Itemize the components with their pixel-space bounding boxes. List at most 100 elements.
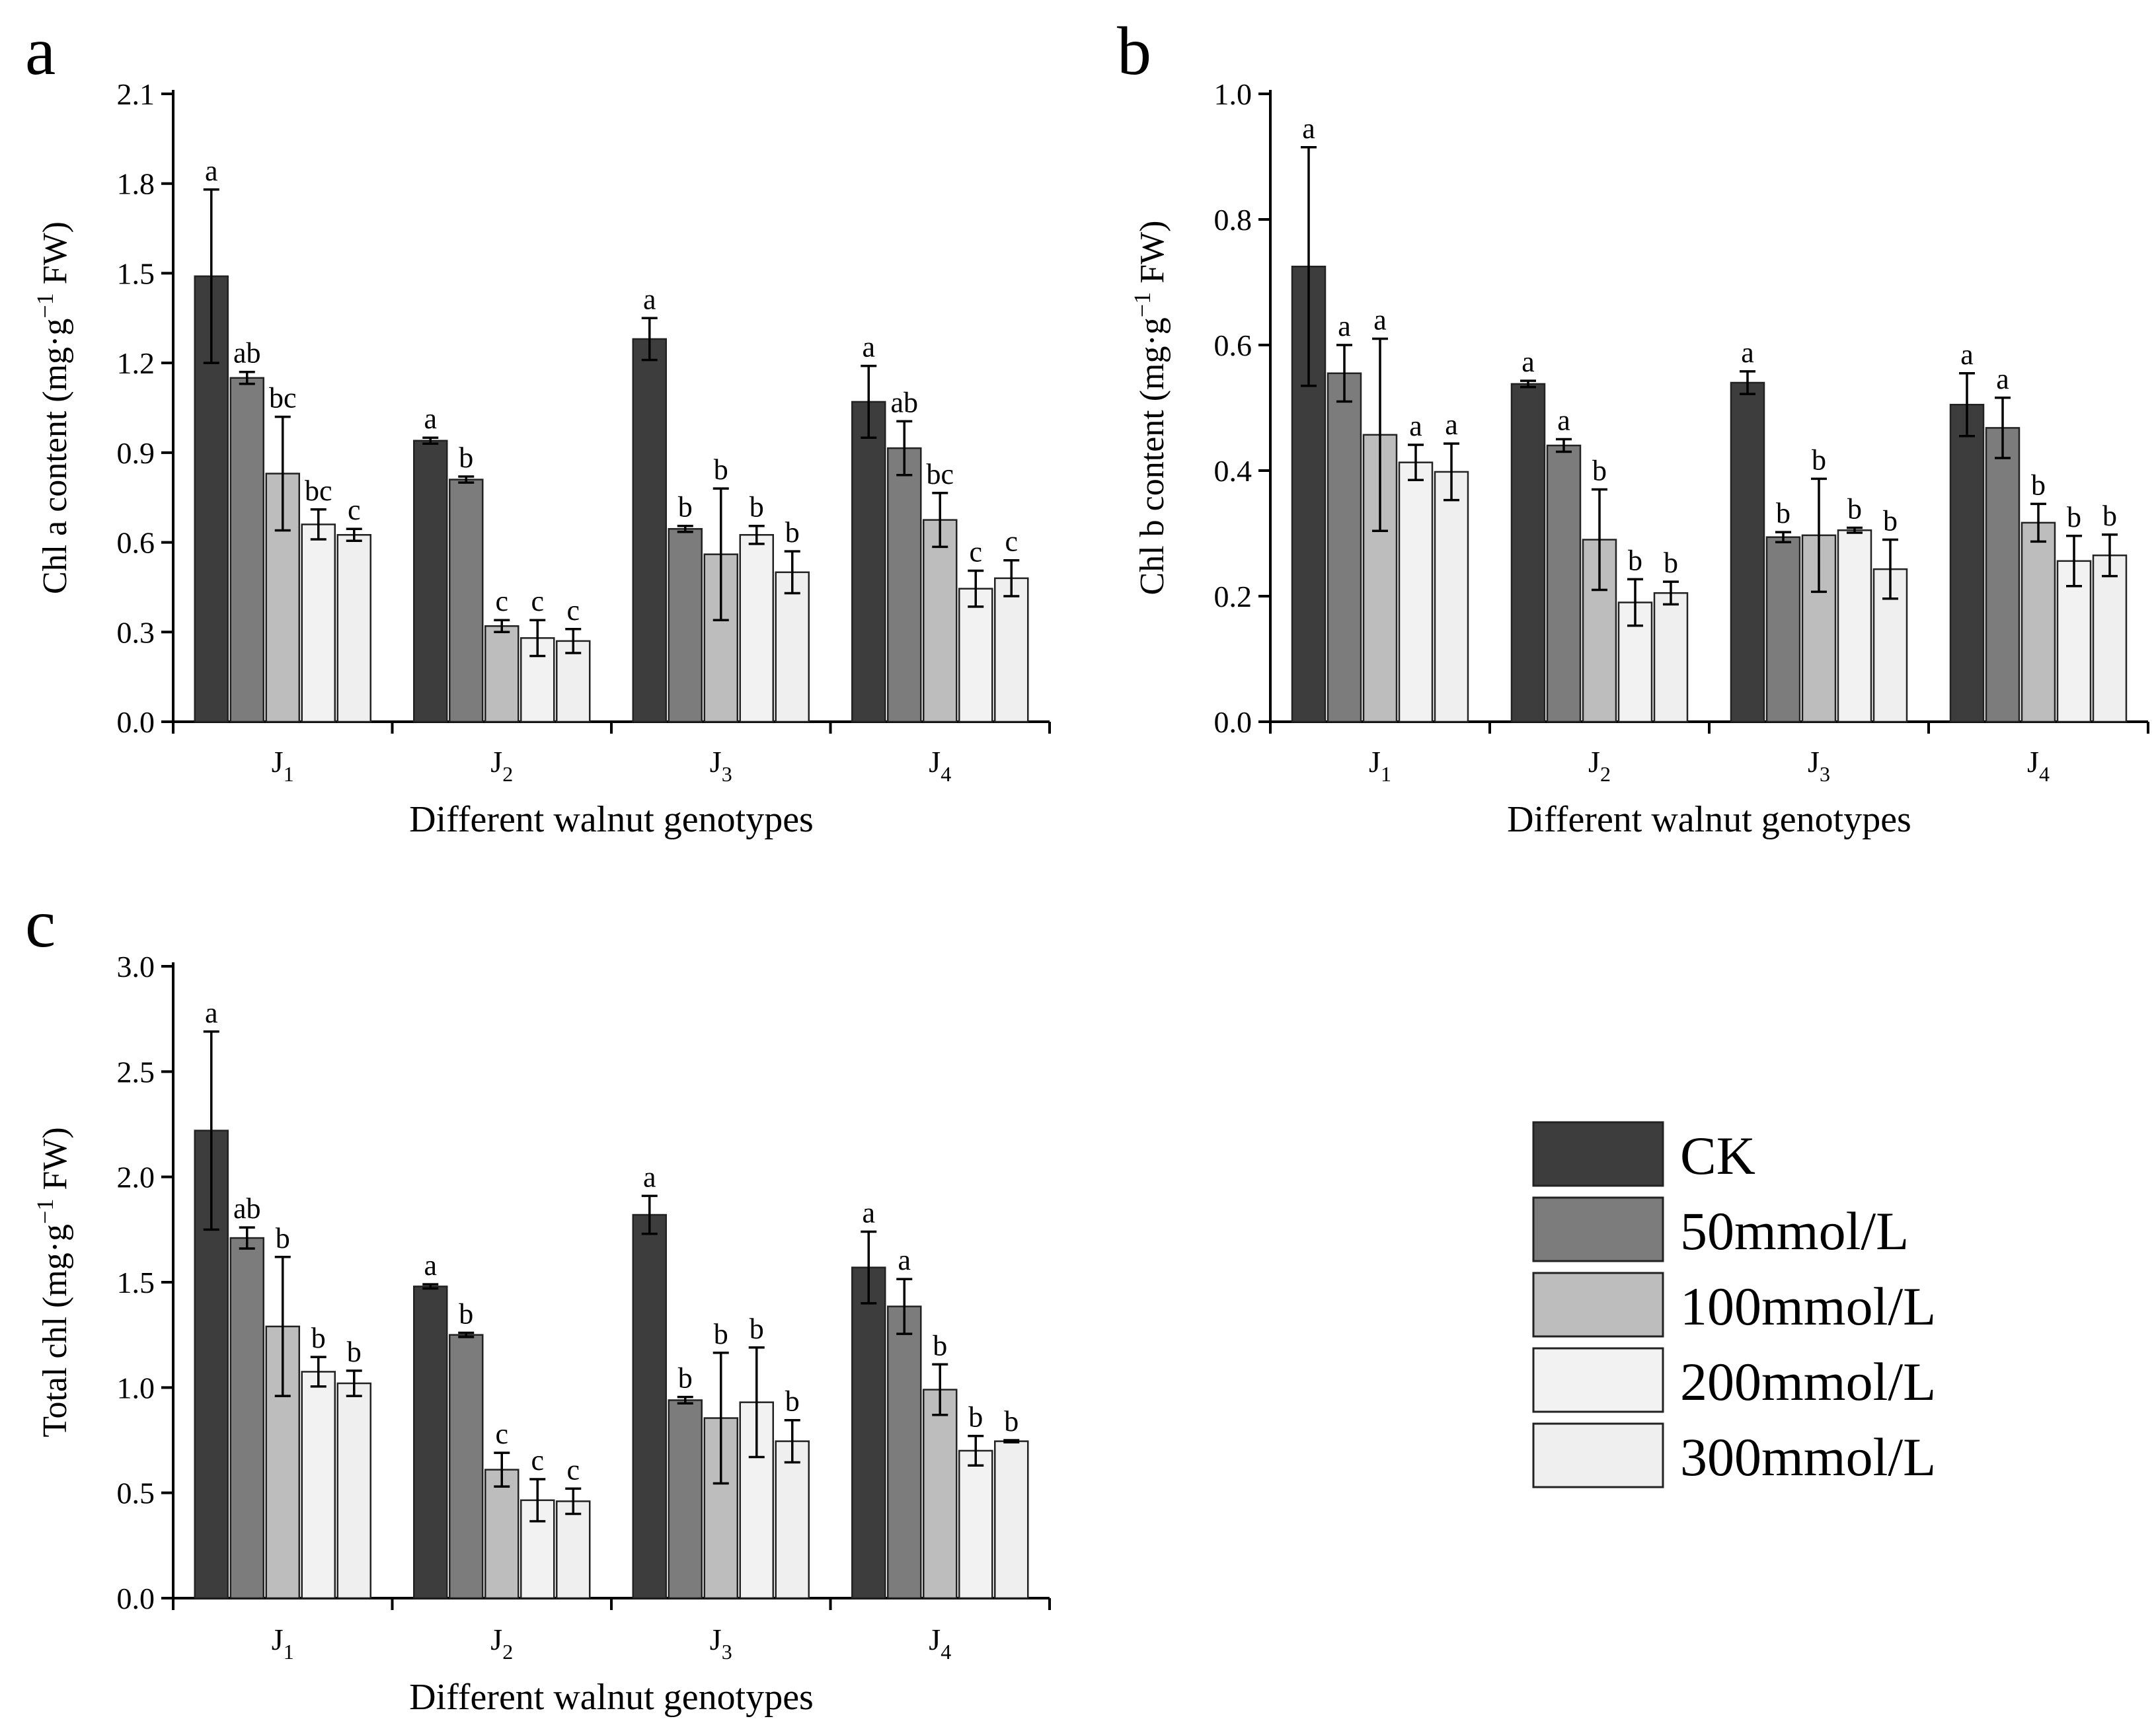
bar-300mmol/L-J4 bbox=[994, 1440, 1029, 1599]
significance-letter: b bbox=[1628, 544, 1642, 576]
error-bar bbox=[1775, 531, 1791, 544]
legend-label: 200mmol/L bbox=[1680, 1352, 1936, 1412]
significance-letter: b bbox=[750, 491, 764, 523]
bar-CK-J4 bbox=[851, 401, 886, 723]
x-axis-title: Different walnut genotypes bbox=[409, 1677, 814, 1718]
significance-letter: b bbox=[1592, 455, 1607, 487]
error-bar bbox=[712, 487, 729, 621]
legend-swatch-300mmol/L bbox=[1532, 1422, 1664, 1488]
error-bar bbox=[310, 508, 327, 541]
error-bar bbox=[494, 1451, 510, 1488]
x-tick-label: J1 bbox=[1369, 745, 1391, 786]
significance-letter: a bbox=[1445, 408, 1458, 441]
significance-letter: ab bbox=[233, 1192, 261, 1225]
x-tick-label: J4 bbox=[929, 1623, 951, 1664]
error-bar bbox=[422, 436, 439, 445]
significance-letter: ab bbox=[890, 386, 918, 418]
significance-letter: a bbox=[1960, 338, 1974, 371]
significance-letter: a bbox=[862, 1197, 875, 1229]
significance-letter: c bbox=[495, 1418, 508, 1450]
significance-letter: b bbox=[714, 1318, 728, 1350]
bar-300mmol/L-J4 bbox=[994, 577, 1029, 723]
error-bar bbox=[239, 1226, 255, 1250]
error-bar bbox=[529, 619, 546, 658]
bar-CK-J4 bbox=[851, 1266, 886, 1599]
bar-100mmol/L-J1 bbox=[265, 1325, 300, 1599]
significance-letter: b bbox=[459, 1297, 473, 1330]
y-tick-label: 0.9 bbox=[117, 436, 155, 470]
error-bar bbox=[1740, 370, 1755, 395]
bar-100mmol/L-J2 bbox=[484, 1469, 520, 1599]
error-bar bbox=[896, 1278, 913, 1335]
significance-letter: a bbox=[205, 155, 218, 187]
significance-letter: a bbox=[1557, 404, 1570, 437]
significance-letter: b bbox=[311, 1322, 326, 1354]
error-bar bbox=[1003, 1439, 1020, 1443]
error-bar bbox=[274, 415, 291, 532]
significance-letter: a bbox=[205, 997, 218, 1029]
y-tick-label: 1.8 bbox=[117, 167, 155, 201]
y-tick-label: 1.5 bbox=[117, 256, 155, 290]
y-tick-label: 0.6 bbox=[117, 526, 155, 560]
bar-300mmol/L-J2 bbox=[556, 1500, 591, 1599]
significance-letter: b bbox=[1883, 505, 1898, 537]
significance-letter: b bbox=[1847, 492, 1862, 525]
significance-letter: c bbox=[531, 585, 544, 617]
bar-200mmol/L-J3 bbox=[739, 1401, 774, 1599]
bar-CK-J2 bbox=[1510, 383, 1546, 723]
y-tick-label: 1.0 bbox=[1214, 77, 1252, 111]
significance-letter: c bbox=[495, 585, 508, 617]
bar-50mmol/L-J2 bbox=[449, 479, 484, 723]
significance-letter: b bbox=[347, 1336, 362, 1368]
significance-letter: a bbox=[424, 1249, 437, 1282]
x-tick-label: J2 bbox=[490, 745, 513, 786]
bar-50mmol/L-J2 bbox=[449, 1334, 484, 1599]
error-bar bbox=[1520, 379, 1536, 389]
legend-swatch-50mmol/L bbox=[1532, 1196, 1664, 1262]
error-bar bbox=[1372, 337, 1388, 532]
bar-CK-J4 bbox=[1949, 404, 1985, 723]
error-bar bbox=[896, 420, 913, 477]
significance-letter: b bbox=[968, 1401, 983, 1434]
bar-200mmol/L-J4 bbox=[958, 1449, 993, 1599]
significance-letter: a bbox=[424, 403, 437, 435]
bar-50mmol/L-J3 bbox=[668, 1399, 703, 1599]
significance-letter: b bbox=[785, 516, 800, 549]
bar-50mmol/L-J4 bbox=[887, 447, 922, 723]
panel-letter: b bbox=[1117, 13, 1151, 89]
y-tick-label: 0.5 bbox=[117, 1477, 155, 1510]
error-bar bbox=[1444, 442, 1459, 502]
bar-300mmol/L-J2 bbox=[1653, 592, 1689, 723]
y-tick-label: 1.5 bbox=[117, 1266, 155, 1299]
significance-letter: c bbox=[566, 1453, 580, 1486]
bar-300mmol/L-J4 bbox=[2092, 555, 2128, 723]
significance-letter: a bbox=[1741, 336, 1754, 369]
error-bar bbox=[748, 524, 765, 545]
y-tick-label: 2.1 bbox=[117, 77, 155, 111]
error-bar bbox=[1811, 477, 1827, 594]
x-tick-label: J3 bbox=[710, 745, 732, 786]
significance-letter: b bbox=[750, 1313, 764, 1345]
significance-letter: b bbox=[714, 453, 728, 486]
error-bar bbox=[529, 1478, 546, 1523]
bar-50mmol/L-J3 bbox=[668, 527, 703, 723]
significance-letter: b bbox=[1812, 443, 1826, 476]
bar-300mmol/L-J3 bbox=[775, 1440, 810, 1599]
significance-letter: bc bbox=[305, 475, 332, 507]
error-bar bbox=[641, 1194, 658, 1235]
error-bar bbox=[1663, 580, 1679, 606]
error-bar bbox=[458, 475, 475, 484]
x-tick-label: J4 bbox=[2027, 745, 2050, 786]
bar-200mmol/L-J4 bbox=[2056, 560, 2092, 723]
error-bar bbox=[968, 569, 984, 608]
error-bar bbox=[1556, 438, 1572, 453]
bar-200mmol/L-J3 bbox=[739, 534, 774, 723]
error-bar bbox=[1301, 146, 1317, 387]
y-axis-title: Total chl (mg·g−1 FW) bbox=[32, 1127, 74, 1437]
x-tick-label: J4 bbox=[929, 745, 951, 786]
error-bar bbox=[346, 1369, 362, 1397]
error-bar bbox=[346, 527, 362, 543]
